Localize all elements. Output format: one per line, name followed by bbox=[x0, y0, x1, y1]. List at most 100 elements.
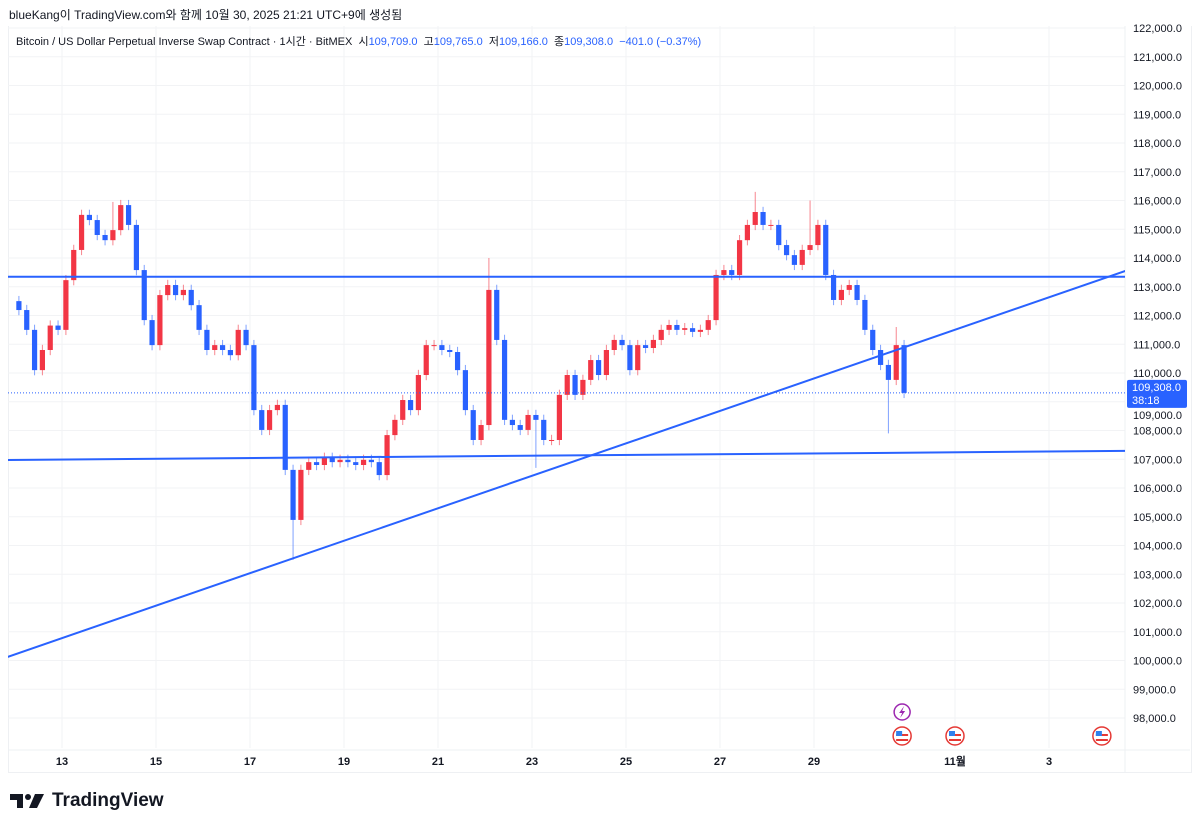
candle-body bbox=[760, 212, 766, 225]
candle-body bbox=[548, 439, 555, 441]
candle-body bbox=[666, 324, 672, 330]
candle-body bbox=[243, 329, 249, 346]
y-tick-label: 102,000.0 bbox=[1133, 598, 1182, 610]
candle-body bbox=[212, 345, 218, 350]
candle-body bbox=[462, 370, 468, 411]
candle-body bbox=[501, 339, 508, 420]
candle-body bbox=[893, 345, 899, 380]
y-tick-label: 120,000.0 bbox=[1133, 81, 1182, 93]
candle-body bbox=[235, 329, 241, 356]
candle-body bbox=[689, 328, 696, 332]
candle-body bbox=[259, 410, 265, 430]
candle-body bbox=[807, 245, 813, 250]
symbol-legend: Bitcoin / US Dollar Perpetual Inverse Sw… bbox=[16, 33, 701, 49]
candle-body bbox=[736, 240, 743, 275]
candle-body bbox=[799, 249, 805, 265]
candle-body bbox=[423, 345, 429, 376]
candle-body bbox=[368, 459, 374, 463]
candle-body bbox=[494, 289, 500, 340]
last-price-label: 109,308.0 bbox=[1132, 382, 1181, 394]
candle-body bbox=[509, 419, 515, 426]
candle-body bbox=[329, 457, 335, 463]
y-tick-label: 106,000.0 bbox=[1133, 483, 1182, 495]
candle-body bbox=[282, 404, 288, 470]
lightning-icon[interactable] bbox=[893, 703, 911, 721]
low-value: 109,166.0 bbox=[498, 36, 548, 48]
flag-canton bbox=[896, 731, 903, 736]
candle-body bbox=[846, 285, 852, 290]
candle-body bbox=[24, 310, 30, 330]
candle-body bbox=[752, 212, 758, 225]
candle-body bbox=[157, 295, 163, 346]
y-tick-label: 119,000.0 bbox=[1133, 109, 1181, 121]
rising-trendline-line bbox=[8, 270, 1125, 658]
lightning-icon-bolt bbox=[899, 706, 906, 718]
last-price-badge bbox=[1127, 379, 1187, 408]
candle-body bbox=[290, 469, 296, 520]
candle-body bbox=[603, 350, 609, 376]
candle-body bbox=[721, 270, 727, 275]
y-tick-label: 100,000.0 bbox=[1133, 656, 1182, 668]
us-flag-icon[interactable] bbox=[1092, 726, 1112, 746]
candle-body bbox=[78, 214, 85, 250]
candle-body bbox=[454, 352, 461, 371]
candle-body bbox=[525, 414, 531, 430]
candle-body bbox=[353, 462, 359, 465]
y-tick-label: 110,000.0 bbox=[1133, 368, 1181, 380]
candle-body bbox=[188, 289, 194, 306]
candle-body bbox=[141, 270, 147, 321]
us-flag-icon[interactable] bbox=[892, 726, 912, 746]
candle-body bbox=[165, 285, 171, 296]
candle-body bbox=[274, 404, 280, 411]
logo-text: TradingView bbox=[52, 790, 164, 811]
candle-body bbox=[251, 345, 257, 411]
y-tick-label: 113,000.0 bbox=[1133, 282, 1181, 294]
flag-canton bbox=[1095, 731, 1102, 736]
close-label: 종 bbox=[554, 36, 565, 48]
open-label: 시 bbox=[358, 36, 369, 48]
y-tick-label: 109,000.0 bbox=[1133, 410, 1182, 422]
candle-body bbox=[266, 410, 273, 430]
chart-caption: blueKang이 TradingView.com와 함께 10월 30, 20… bbox=[9, 8, 403, 22]
symbol-title: Bitcoin / US Dollar Perpetual Inverse Sw… bbox=[16, 36, 353, 48]
tradingview-logo-icon bbox=[10, 794, 44, 808]
candle-body bbox=[580, 379, 586, 395]
candle-body bbox=[180, 289, 186, 296]
flag-stripe bbox=[949, 739, 961, 741]
candle-body bbox=[682, 328, 688, 330]
candle-body bbox=[830, 274, 837, 300]
candle-body bbox=[133, 224, 139, 271]
candle-body bbox=[862, 299, 868, 330]
candle-body bbox=[533, 414, 539, 420]
y-tick-label: 116,000.0 bbox=[1133, 196, 1181, 208]
candle-body bbox=[729, 270, 735, 275]
candle-body bbox=[204, 329, 210, 350]
candle-body bbox=[172, 285, 179, 296]
x-tick-label: 25 bbox=[620, 756, 632, 768]
y-tick-label: 114,000.0 bbox=[1133, 253, 1181, 265]
candle-body bbox=[854, 285, 860, 300]
x-tick-label: 19 bbox=[338, 756, 350, 768]
candle-body bbox=[744, 224, 750, 241]
x-tick-label: 17 bbox=[244, 756, 256, 768]
x-tick-label: 11월 bbox=[944, 754, 966, 768]
candle-body bbox=[478, 425, 484, 440]
open-value: 109,709.0 bbox=[368, 36, 418, 48]
candle-body bbox=[838, 289, 844, 300]
candle-body bbox=[611, 339, 617, 350]
candle-body bbox=[102, 235, 108, 241]
candle-body bbox=[227, 350, 233, 356]
candle-body bbox=[125, 205, 132, 225]
candle-body bbox=[71, 249, 77, 281]
candle-body bbox=[55, 325, 61, 330]
support-line bbox=[8, 449, 1125, 461]
flag-canton bbox=[949, 731, 955, 736]
y-tick-label: 122,000.0 bbox=[1133, 23, 1182, 35]
candle-body bbox=[627, 345, 633, 371]
flag-stripe bbox=[896, 739, 909, 741]
candle-body bbox=[39, 350, 45, 371]
us-flag-icon[interactable] bbox=[945, 726, 965, 746]
tradingview-logo[interactable]: TradingView bbox=[10, 790, 164, 812]
candle-body bbox=[392, 419, 398, 436]
